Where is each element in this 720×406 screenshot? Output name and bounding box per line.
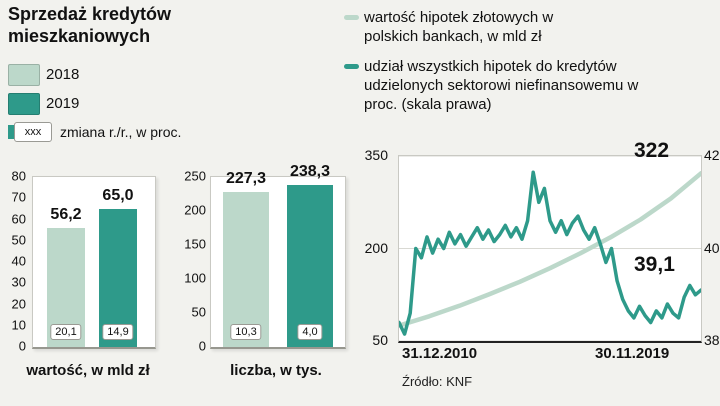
count-change-badge-2019: 4,0: [297, 324, 323, 340]
count-change-badge-2018: 10,3: [230, 324, 262, 340]
line-legend-marker-light: [344, 15, 359, 20]
legend-swatch-2018: [8, 64, 40, 86]
count-label-2018: 227,3: [225, 170, 267, 188]
line-chart-svg: [399, 156, 701, 341]
line-chart-left-axis: 350 200 50: [364, 147, 388, 348]
change-legend-symbol: xxx: [14, 122, 52, 142]
value-chart-plot: 20,1 14,9 56,2 65,0: [32, 176, 156, 349]
line-chart-right-axis: 42 40 38: [704, 147, 720, 348]
value-label-2018: 56,2: [50, 205, 82, 223]
value-bar-2018: 20,1: [47, 227, 85, 347]
value-change-badge-2019: 14,9: [102, 324, 134, 340]
count-chart-plot: 10,3 4,0 227,3 238,3: [210, 163, 346, 349]
count-chart-title: liczba, w tys.: [230, 362, 322, 379]
legend-label-2018: 2018: [46, 66, 80, 83]
page-title: Sprzedaż kredytów mieszkaniowych: [8, 4, 172, 46]
line-end-label-value: 322: [634, 139, 670, 162]
value-chart-title: wartość, w mld zł: [26, 362, 150, 379]
line-legend-label-light: wartość hipotek złotowych w polskich ban…: [364, 9, 554, 46]
line-end-label-share: 39,1: [634, 253, 675, 276]
line-chart-start-date: 31.12.2010: [402, 345, 478, 362]
change-legend-label: zmiana r./r., w proc.: [60, 124, 182, 140]
change-legend: xxx zmiana r./r., w proc.: [8, 122, 308, 144]
source-note: Źródło: KNF: [402, 374, 473, 389]
line-chart-plot: [398, 155, 702, 343]
count-chart-y-axis: 0 50 100 150 200 250: [184, 168, 206, 354]
count-label-2019: 238,3: [289, 162, 331, 180]
legend-label-2019: 2019: [46, 95, 80, 112]
value-bar-2019: 14,9: [99, 208, 137, 347]
legend-swatch-2019: [8, 93, 40, 115]
value-chart-y-axis: 0 10 20 30 40 50 60 70 80: [11, 168, 26, 354]
line-chart-end-date: 30.11.2019: [595, 345, 670, 362]
value-change-badge-2018: 20,1: [50, 324, 82, 340]
count-bar-2018: 10,3: [223, 192, 269, 347]
line-legend-marker-dark: [344, 64, 359, 69]
count-bar-2019: 4,0: [287, 184, 333, 347]
value-label-2019: 65,0: [102, 186, 134, 204]
line-legend-label-dark: udział wszystkich hipotek do kredytów ud…: [364, 58, 639, 114]
